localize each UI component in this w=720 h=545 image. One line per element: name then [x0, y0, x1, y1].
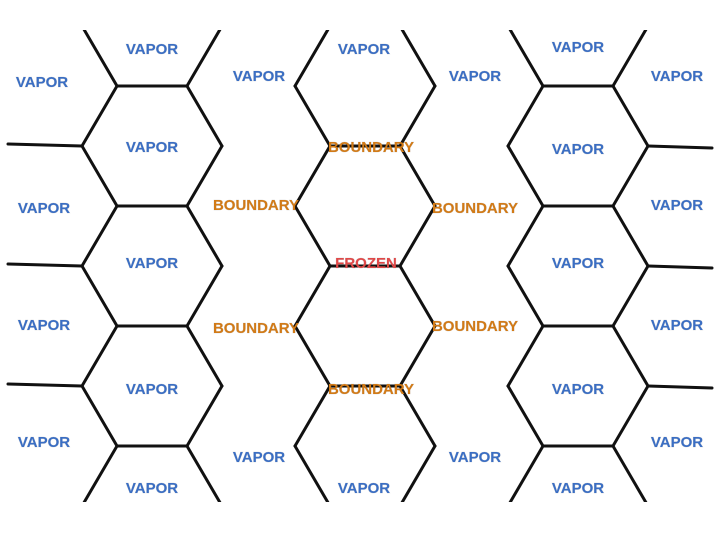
cell-label-vapor: VAPOR [126, 381, 178, 398]
cell-label-vapor: VAPOR [18, 200, 70, 217]
hexagon-edge [82, 444, 119, 502]
hexagon-edge [80, 264, 119, 328]
cell-label-vapor: VAPOR [552, 381, 604, 398]
hexagon-edge [508, 0, 543, 26]
hexagon-edge [611, 30, 648, 88]
cell-label-vapor: VAPOR [449, 449, 501, 466]
cell-label-boundary: BOUNDARY [213, 320, 299, 337]
cell-label-boundary: BOUNDARY [432, 200, 518, 217]
hexagon-edge [80, 84, 119, 148]
hexagon-edge [80, 324, 119, 388]
hexagon-edge [295, 0, 330, 26]
hexagon-edge [398, 144, 437, 208]
hexagon-edge [398, 384, 437, 448]
hexagon-edge [293, 144, 332, 208]
hexagon-edge [400, 0, 435, 26]
cell-label-vapor: VAPOR [651, 68, 703, 85]
hexagon-edge [400, 30, 437, 88]
cell-labels: VAPOR VAPOR VAPOR VAPOR VAPOR VAPOR VAPO… [16, 39, 704, 498]
hexagon-edge [185, 84, 224, 148]
hexagon-edge [293, 30, 330, 88]
hexagon-edge [398, 84, 437, 148]
hexagon-edge [187, 506, 222, 540]
hexagon-edge [506, 324, 545, 388]
cell-label-vapor: VAPOR [552, 39, 604, 56]
hexagon-edge [611, 204, 650, 268]
cell-label-vapor: VAPOR [126, 480, 178, 497]
hexagon-edge [6, 142, 84, 148]
hexagon-edge [80, 204, 119, 268]
hexagon-edge [611, 264, 650, 328]
hexagon-edge [293, 384, 332, 448]
hexagon-edge [646, 264, 714, 270]
hexagon-edge [506, 204, 545, 268]
hexagon-edge [185, 204, 224, 268]
cell-label-vapor: VAPOR [651, 197, 703, 214]
hexagon-edge [611, 84, 650, 148]
hexagon-edge [82, 0, 117, 26]
hexagon-edge [185, 384, 224, 448]
hexagon-edge [293, 444, 330, 502]
hexagon-edge [6, 382, 84, 388]
hexagon-edges [6, 0, 714, 540]
cell-label-vapor: VAPOR [233, 68, 285, 85]
hexagon-edge [506, 384, 545, 448]
cell-label-vapor: VAPOR [449, 68, 501, 85]
hexagon-edge [508, 506, 543, 540]
hexagon-edge [508, 30, 545, 88]
cell-label-vapor: VAPOR [126, 139, 178, 156]
hexagon-edge [646, 144, 714, 150]
cell-label-vapor: VAPOR [126, 255, 178, 272]
hexagon-edge [185, 30, 222, 88]
hexagon-edge [398, 264, 437, 328]
hexagon-edge [613, 506, 648, 540]
cell-label-boundary: BOUNDARY [328, 139, 414, 156]
cell-label-vapor: VAPOR [16, 74, 68, 91]
cell-label-vapor: VAPOR [552, 255, 604, 272]
hexagon-edge [293, 204, 332, 268]
hexagon-edge [611, 324, 650, 388]
hexagon-edge [398, 204, 437, 268]
hexagon-edge [508, 444, 545, 502]
hexagon-edge [187, 0, 222, 26]
hexagon-edge [82, 506, 117, 540]
hexagon-edge [613, 0, 648, 26]
hexagon-edge [293, 264, 332, 328]
hexagon-edge [611, 144, 650, 208]
cell-label-boundary: BOUNDARY [432, 318, 518, 335]
cell-label-vapor: VAPOR [126, 41, 178, 58]
hexagon-edge [80, 144, 119, 208]
cell-label-vapor: VAPOR [651, 317, 703, 334]
hexagon-edge [400, 444, 437, 502]
hexagon-edge [506, 144, 545, 208]
hexagon-edge [6, 262, 84, 268]
cell-label-vapor: VAPOR [552, 141, 604, 158]
hexagon-edge [185, 264, 224, 328]
hexagon-edge [185, 444, 222, 502]
cell-label-vapor: VAPOR [233, 449, 285, 466]
cell-label-boundary: BOUNDARY [213, 197, 299, 214]
cell-label-boundary: BOUNDARY [328, 381, 414, 398]
hexagon-edge [611, 384, 650, 448]
hexagon-edge [398, 324, 437, 388]
hexagon-edge [82, 30, 119, 88]
hexagon-edge [646, 384, 714, 390]
hexagon-edge [293, 324, 332, 388]
cell-label-vapor: VAPOR [338, 480, 390, 497]
cell-label-vapor: VAPOR [651, 434, 703, 451]
cell-label-vapor: VAPOR [552, 480, 604, 497]
cell-label-vapor: VAPOR [18, 434, 70, 451]
hexagon-edge [80, 384, 119, 448]
hexagon-edge [506, 84, 545, 148]
hexagon-edge [293, 84, 332, 148]
cell-label-frozen: FROZEN [335, 255, 397, 272]
cell-label-vapor: VAPOR [18, 317, 70, 334]
hexagon-edge [185, 144, 224, 208]
hexagon-edge [611, 444, 648, 502]
hexagon-edge [506, 264, 545, 328]
hexagon-edge [185, 324, 224, 388]
cell-label-vapor: VAPOR [338, 41, 390, 58]
